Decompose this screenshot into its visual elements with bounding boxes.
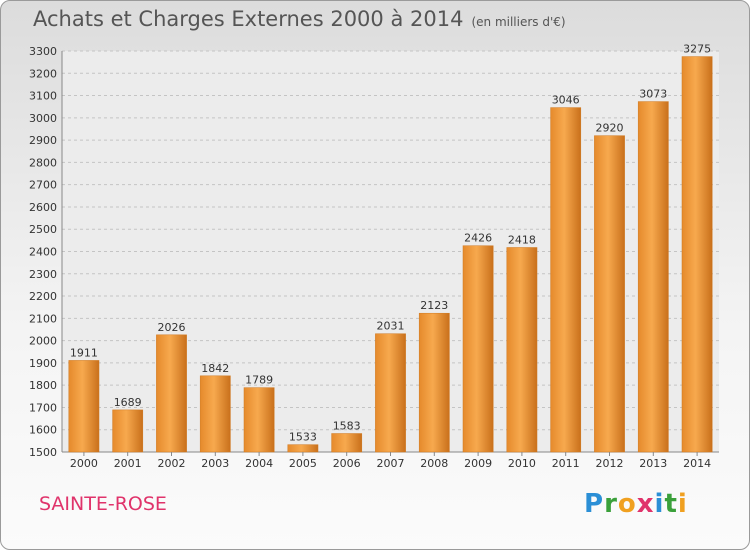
x-tick-label: 2002 [158, 457, 186, 470]
y-tick-label: 1800 [29, 379, 57, 392]
y-tick-label: 2000 [29, 335, 57, 348]
bar-value-label: 2026 [158, 321, 186, 334]
x-tick-label: 2013 [639, 457, 667, 470]
bar-value-label: 1689 [114, 396, 142, 409]
y-tick-label: 2100 [29, 312, 57, 325]
x-tick-label: 2006 [333, 457, 361, 470]
bar [681, 56, 713, 453]
chart-title: Achats et Charges Externes 2000 à 2014 (e… [33, 7, 566, 31]
x-tick-label: 2003 [201, 457, 229, 470]
bar-value-label: 2123 [420, 299, 448, 312]
y-tick-label: 2800 [29, 156, 57, 169]
x-tick-label: 2009 [464, 457, 492, 470]
bar-value-label: 2920 [596, 122, 624, 135]
y-tick-label: 1500 [29, 446, 57, 459]
x-tick-label: 2005 [289, 457, 317, 470]
bar-value-label: 1533 [289, 431, 317, 444]
unit-label: (en milliers d'€) [471, 15, 566, 29]
title-text: Achats et Charges Externes 2000 à 2014 [33, 7, 464, 31]
bar [243, 387, 275, 453]
bar-value-label: 2031 [377, 320, 405, 333]
x-tick-label: 2008 [420, 457, 448, 470]
bar [287, 444, 319, 453]
y-tick-label: 2200 [29, 290, 57, 303]
y-tick-label: 3000 [29, 112, 57, 125]
y-tick-label: 2900 [29, 134, 57, 147]
x-tick-label: 2012 [596, 457, 624, 470]
bar [199, 375, 231, 453]
bar-value-label: 3073 [639, 88, 667, 101]
bar-value-label: 3275 [683, 43, 711, 56]
bar-value-label: 2418 [508, 233, 536, 246]
bar [375, 333, 406, 453]
bar [112, 409, 144, 453]
x-tick-label: 2001 [114, 457, 142, 470]
bar [68, 360, 100, 453]
y-tick-label: 2600 [29, 201, 57, 214]
bar [418, 312, 450, 453]
x-tick-label: 2010 [508, 457, 536, 470]
x-tick-label: 2014 [683, 457, 711, 470]
bar [637, 101, 669, 453]
bar-value-label: 1583 [333, 420, 361, 433]
x-tick-label: 2007 [377, 457, 405, 470]
proxiti-logo: Proxiti [584, 489, 688, 519]
place-name: SAINTE-ROSE [39, 493, 167, 515]
bar [156, 334, 187, 453]
bar-value-label: 3046 [552, 94, 580, 107]
bar [550, 107, 582, 453]
y-tick-label: 2300 [29, 268, 57, 281]
bar [506, 247, 538, 453]
bar [331, 433, 363, 453]
y-tick-label: 2700 [29, 179, 57, 192]
y-tick-label: 1900 [29, 357, 57, 370]
bar [462, 245, 494, 453]
y-tick-label: 2500 [29, 223, 57, 236]
y-tick-label: 3200 [29, 67, 57, 80]
bar [594, 135, 625, 453]
x-tick-label: 2011 [552, 457, 580, 470]
x-tick-label: 2000 [70, 457, 98, 470]
bar-value-label: 1789 [245, 374, 273, 387]
y-tick-label: 2400 [29, 246, 57, 259]
y-tick-label: 1600 [29, 424, 57, 437]
y-tick-label: 3300 [29, 45, 57, 58]
x-tick-label: 2004 [245, 457, 273, 470]
y-tick-label: 1700 [29, 401, 57, 414]
y-tick-label: 3100 [29, 90, 57, 103]
bar-value-label: 1842 [201, 362, 229, 375]
bar-value-label: 2426 [464, 232, 492, 245]
bar-value-label: 1911 [70, 346, 98, 359]
